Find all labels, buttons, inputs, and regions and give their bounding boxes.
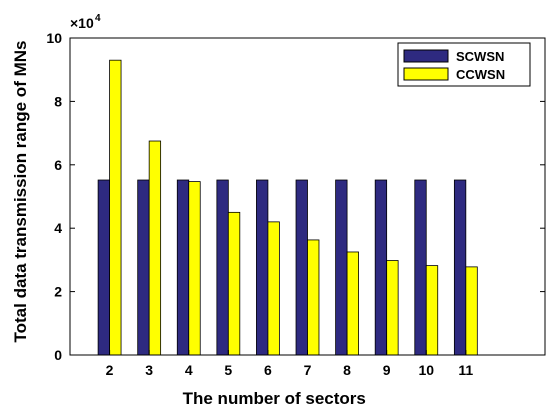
legend: SCWSN CCWSN <box>397 42 531 87</box>
legend-label-scwsn: SCWSN <box>456 49 504 64</box>
bar-scwsn-4 <box>176 179 190 356</box>
bar-ccwsn-5 <box>227 211 241 356</box>
y-tick-label: 0 <box>54 347 62 363</box>
x-tick-label: 8 <box>343 362 351 378</box>
y-axis-ticks: 0 2 4 6 8 10 <box>46 30 545 363</box>
x-tick-label: 4 <box>185 362 193 378</box>
bar-ccwsn-10 <box>425 265 439 356</box>
x-axis-label: The number of sectors <box>183 389 366 408</box>
x-tick-label: 3 <box>145 362 153 378</box>
y-tick-label: 4 <box>54 220 62 236</box>
legend-swatch-ccwsn <box>403 67 449 81</box>
bar-scwsn-8 <box>335 179 348 356</box>
bar-ccwsn-3 <box>148 140 162 356</box>
x-tick-label: 5 <box>224 362 232 378</box>
bar-ccwsn-6 <box>267 221 280 356</box>
bar-ccwsn-8 <box>346 251 359 356</box>
y-tick-label: 6 <box>54 157 62 173</box>
x-tick-label: 10 <box>418 362 434 378</box>
legend-label-ccwsn: CCWSN <box>456 67 505 82</box>
legend-swatch-scwsn <box>403 49 449 63</box>
bar-scwsn-7 <box>295 179 308 356</box>
x-tick-label: 11 <box>458 362 473 378</box>
x-tick-label: 7 <box>304 362 312 378</box>
bar-scwsn-9 <box>374 179 388 356</box>
bars-group <box>97 59 478 356</box>
x-tick-label: 9 <box>383 362 391 378</box>
y-tick-label: 10 <box>46 30 62 46</box>
bar-ccwsn-9 <box>386 260 399 356</box>
x-tick-label: 2 <box>106 362 114 378</box>
y-axis-exponent: 4 <box>95 13 101 24</box>
y-tick-label: 8 <box>54 93 62 109</box>
bar-scwsn-6 <box>256 179 269 356</box>
x-tick-label: 6 <box>264 362 272 378</box>
bar-scwsn-2 <box>97 179 110 356</box>
y-axis-multiplier: ×10 <box>70 15 94 31</box>
x-axis-ticks: 2 3 4 5 6 7 8 9 10 11 <box>106 350 473 378</box>
bar-ccwsn-11 <box>465 266 478 356</box>
bar-scwsn-10 <box>414 179 427 356</box>
y-axis-label: Total data transmission range of MNs <box>11 41 30 343</box>
bar-ccwsn-2 <box>109 59 122 356</box>
bar-scwsn-11 <box>453 179 467 356</box>
bar-ccwsn-4 <box>188 181 201 356</box>
y-tick-label: 2 <box>54 284 62 300</box>
bar-scwsn-5 <box>216 179 229 356</box>
bar-scwsn-3 <box>137 179 150 356</box>
bar-ccwsn-7 <box>307 239 320 356</box>
